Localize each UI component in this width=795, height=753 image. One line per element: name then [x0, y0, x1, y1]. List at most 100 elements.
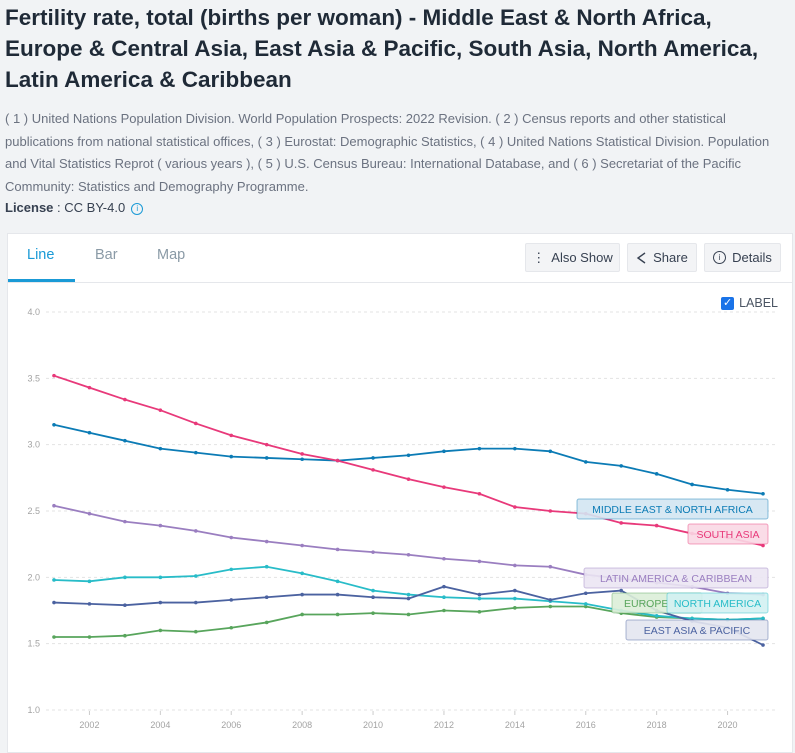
details-label: Details [732, 250, 772, 265]
data-point [300, 452, 304, 456]
license: License : CC BY-4.0 i [5, 200, 144, 215]
y-tick-label: 3.0 [27, 440, 40, 450]
data-point [406, 477, 411, 481]
data-point [690, 616, 694, 621]
data-point [87, 579, 92, 584]
data-point [371, 550, 375, 554]
data-point [300, 571, 304, 576]
data-point [477, 596, 482, 601]
info-icon[interactable]: i [131, 203, 144, 215]
data-point [87, 511, 92, 516]
x-tick-label: 2016 [576, 720, 596, 730]
data-point [513, 446, 517, 451]
data-point [52, 503, 56, 508]
tab-map[interactable]: Map [157, 247, 186, 263]
data-point [442, 584, 446, 589]
data-point [619, 588, 623, 593]
data-point [123, 575, 127, 580]
series-line [53, 423, 764, 495]
data-point [548, 449, 553, 454]
data-point [477, 592, 482, 597]
series-label-box [576, 498, 769, 520]
series-label: SOUTH ASIA [696, 529, 759, 541]
label-toggle[interactable]: ✓ LABEL [721, 296, 778, 310]
data-point [619, 521, 623, 525]
sources-text: ( 1 ) United Nations Population Division… [5, 111, 770, 194]
data-point [158, 408, 163, 412]
data-point [300, 457, 304, 462]
data-point [264, 595, 269, 600]
series-line [53, 374, 764, 547]
data-point [406, 592, 411, 597]
data-point [654, 614, 659, 618]
y-tick-label: 1.0 [27, 705, 40, 715]
series-label: MIDDLE EAST & NORTH AFRICA [592, 504, 753, 516]
data-point [52, 578, 56, 582]
data-point [194, 421, 198, 426]
x-tick-label: 2006 [221, 720, 241, 730]
x-tick-label: 2012 [434, 720, 454, 730]
y-tick-label: 3.5 [27, 373, 40, 383]
data-point [548, 564, 553, 569]
data-point [335, 612, 340, 617]
data-point [264, 539, 269, 544]
data-point [123, 519, 127, 524]
data-point [123, 397, 127, 402]
data-point [442, 556, 446, 561]
data-point [477, 491, 482, 496]
data-point [761, 643, 765, 647]
data-point [513, 588, 517, 593]
data-point [654, 523, 659, 528]
data-point [52, 600, 56, 605]
tab-bar[interactable]: Bar [95, 247, 118, 263]
data-point [548, 604, 553, 609]
data-point [194, 629, 198, 634]
series-label: EAST ASIA & PACIFIC [644, 625, 751, 637]
share-button[interactable]: Share [627, 243, 697, 272]
data-point [229, 454, 234, 459]
x-tick-label: 2018 [647, 720, 667, 730]
data-point [513, 505, 517, 509]
details-button[interactable]: i Details [704, 243, 781, 272]
data-point [194, 450, 198, 455]
data-point [761, 543, 765, 548]
license-label: License [5, 200, 54, 215]
data-point [406, 596, 411, 601]
data-point [335, 458, 340, 463]
data-point [548, 598, 553, 602]
license-value: : CC BY-4.0 [53, 200, 126, 215]
data-point [123, 438, 127, 443]
active-tab-indicator [8, 279, 75, 282]
checkbox-checked-icon[interactable]: ✓ [721, 296, 735, 310]
y-tick-label: 4.0 [27, 307, 40, 317]
data-point [300, 543, 304, 548]
data-point [335, 547, 340, 552]
data-point [583, 604, 588, 609]
data-point [264, 564, 269, 569]
data-point [513, 606, 517, 610]
series-label-box [625, 619, 769, 641]
data-point [371, 588, 375, 593]
data-point [264, 620, 269, 625]
data-point [264, 456, 269, 460]
also-show-button[interactable]: ⋮ Also Show [525, 243, 620, 272]
data-point [52, 422, 56, 427]
data-point [87, 385, 92, 390]
data-point [158, 446, 163, 451]
also-show-label: Also Show [551, 250, 613, 265]
data-point [194, 600, 198, 605]
data-point [229, 535, 234, 540]
tab-line[interactable]: Line [27, 247, 55, 263]
data-point [194, 574, 198, 578]
data-point [548, 509, 553, 513]
data-point [87, 430, 92, 435]
data-point [229, 567, 234, 572]
data-point [725, 487, 730, 492]
data-point [477, 446, 482, 451]
data-point [264, 442, 269, 447]
data-point [583, 602, 588, 606]
data-point [371, 468, 375, 472]
data-point [583, 460, 588, 464]
data-point [52, 635, 56, 639]
data-point [406, 612, 411, 617]
